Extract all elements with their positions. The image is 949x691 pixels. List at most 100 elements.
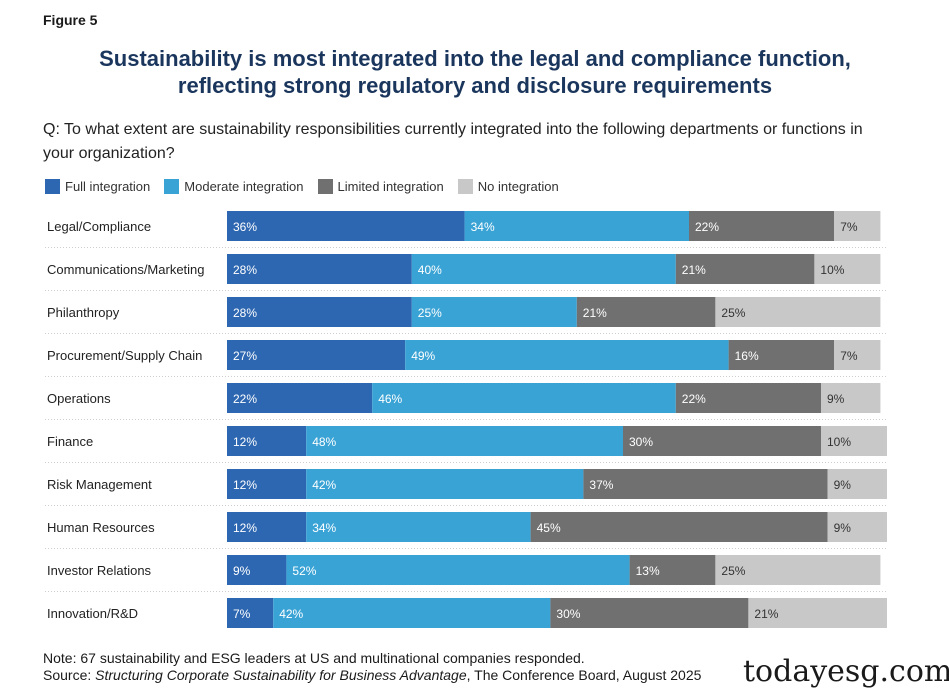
bar-segment-none-risk-management — [827, 469, 887, 499]
data-label-moderate-investor-relations: 52% — [292, 564, 316, 578]
data-label-full-philanthropy: 28% — [233, 306, 257, 320]
data-label-moderate-innovation-r-d: 42% — [279, 607, 303, 621]
bar-segment-none-human-resources — [827, 512, 887, 542]
data-label-full-innovation-r-d: 7% — [233, 607, 251, 621]
bar-segment-moderate-finance — [306, 426, 623, 456]
bar-segment-full-human-resources — [227, 512, 307, 542]
bar-segment-limited-communications-marketing — [675, 254, 815, 284]
data-label-limited-operations: 22% — [682, 392, 706, 406]
bar-segment-limited-human-resources — [530, 512, 828, 542]
data-label-none-procurement-supply-chain: 7% — [840, 349, 858, 363]
legend-swatch-moderate — [164, 179, 180, 194]
bar-segment-limited-finance — [623, 426, 821, 456]
data-label-limited-philanthropy: 21% — [583, 306, 607, 320]
source-suffix: , The Conference Board, August 2025 — [466, 667, 702, 683]
bar-segment-none-legal-compliance — [834, 211, 881, 241]
data-label-moderate-legal-compliance: 34% — [471, 220, 495, 234]
bar-segment-limited-innovation-r-d — [550, 598, 749, 628]
bar-segment-moderate-operations — [372, 383, 676, 413]
data-label-full-communications-marketing: 28% — [233, 263, 257, 277]
data-label-moderate-operations: 46% — [378, 392, 402, 406]
bar-segment-limited-procurement-supply-chain — [728, 340, 835, 370]
source-title: Structuring Corporate Sustainability for… — [95, 667, 467, 683]
category-label-communications-marketing: Communications/Marketing — [47, 262, 205, 277]
bar-segment-full-finance — [227, 426, 307, 456]
bar-segment-moderate-investor-relations — [286, 555, 630, 585]
category-label-procurement-supply-chain: Procurement/Supply Chain — [47, 348, 202, 363]
bar-segment-limited-legal-compliance — [689, 211, 835, 241]
chart-title: Sustainability is most integrated into t… — [30, 45, 920, 99]
bar-segment-full-risk-management — [227, 469, 307, 499]
category-label-risk-management: Risk Management — [47, 477, 152, 492]
data-label-full-human-resources: 12% — [233, 521, 257, 535]
bar-segment-limited-philanthropy — [576, 297, 716, 327]
bar-segment-none-innovation-r-d — [748, 598, 887, 628]
bar-segment-none-communications-marketing — [814, 254, 881, 284]
bar-segment-moderate-human-resources — [306, 512, 531, 542]
data-label-limited-investor-relations: 13% — [636, 564, 660, 578]
bar-segment-none-procurement-supply-chain — [834, 340, 881, 370]
category-label-innovation-r-d: Innovation/R&D — [47, 606, 138, 621]
figure-label: Figure 5 — [43, 12, 98, 28]
data-label-none-operations: 9% — [827, 392, 845, 406]
data-label-limited-finance: 30% — [629, 435, 653, 449]
footnote: Note: 67 sustainability and ESG leaders … — [43, 650, 585, 666]
data-label-full-legal-compliance: 36% — [233, 220, 257, 234]
bar-segment-moderate-risk-management — [306, 469, 584, 499]
legend-item-limited: Limited integration — [317, 179, 444, 194]
legend-item-full: Full integration — [45, 179, 150, 194]
data-label-moderate-human-resources: 34% — [312, 521, 336, 535]
data-label-full-investor-relations: 9% — [233, 564, 251, 578]
category-label-investor-relations: Investor Relations — [47, 563, 152, 578]
bar-segment-limited-investor-relations — [629, 555, 716, 585]
bar-segment-moderate-procurement-supply-chain — [405, 340, 729, 370]
data-label-none-finance: 10% — [827, 435, 851, 449]
legend-swatch-full — [45, 179, 60, 194]
source-line: Source: Structuring Corporate Sustainabi… — [43, 667, 701, 683]
bar-segment-full-legal-compliance — [227, 211, 465, 241]
bar-segment-full-procurement-supply-chain — [227, 340, 406, 370]
data-label-limited-communications-marketing: 21% — [682, 263, 706, 277]
legend-label-moderate: Moderate integration — [184, 179, 304, 194]
bar-segment-limited-operations — [675, 383, 821, 413]
data-label-none-human-resources: 9% — [834, 521, 852, 535]
data-label-moderate-communications-marketing: 40% — [418, 263, 442, 277]
title-line-1: Sustainability is most integrated into t… — [99, 46, 851, 71]
data-label-limited-legal-compliance: 22% — [695, 220, 719, 234]
bar-segment-full-philanthropy — [227, 297, 412, 327]
legend-label-limited: Limited integration — [337, 179, 444, 194]
category-label-operations: Operations — [47, 391, 111, 406]
data-label-none-communications-marketing: 10% — [820, 263, 844, 277]
data-label-limited-procurement-supply-chain: 16% — [735, 349, 759, 363]
data-label-full-operations: 22% — [233, 392, 257, 406]
data-label-limited-innovation-r-d: 30% — [556, 607, 580, 621]
data-label-none-innovation-r-d: 21% — [754, 607, 778, 621]
bar-segment-moderate-communications-marketing — [411, 254, 676, 284]
data-label-moderate-procurement-supply-chain: 49% — [411, 349, 435, 363]
data-label-none-legal-compliance: 7% — [840, 220, 858, 234]
category-label-philanthropy: Philanthropy — [47, 305, 120, 320]
data-label-full-risk-management: 12% — [233, 478, 257, 492]
legend-item-moderate: Moderate integration — [164, 179, 304, 194]
survey-question: Q: To what extent are sustainability res… — [43, 121, 863, 162]
bar-segment-none-investor-relations — [715, 555, 881, 585]
category-label-finance: Finance — [47, 434, 93, 449]
data-label-full-procurement-supply-chain: 27% — [233, 349, 257, 363]
data-label-full-finance: 12% — [233, 435, 257, 449]
bar-segment-none-finance — [821, 426, 887, 456]
bar-segment-full-communications-marketing — [227, 254, 412, 284]
bar-segment-full-investor-relations — [227, 555, 287, 585]
data-label-none-risk-management: 9% — [834, 478, 852, 492]
bar-segment-full-innovation-r-d — [227, 598, 274, 628]
source-prefix: Source: — [43, 667, 96, 683]
legend-item-none: No integration — [457, 179, 559, 194]
data-label-moderate-philanthropy: 25% — [418, 306, 442, 320]
data-label-none-philanthropy: 25% — [721, 306, 745, 320]
bar-segment-moderate-innovation-r-d — [273, 598, 551, 628]
legend-swatch-none — [457, 179, 473, 194]
data-label-moderate-finance: 48% — [312, 435, 336, 449]
bar-segment-moderate-philanthropy — [411, 297, 577, 327]
data-label-moderate-risk-management: 42% — [312, 478, 336, 492]
legend-label-full: Full integration — [65, 179, 151, 194]
